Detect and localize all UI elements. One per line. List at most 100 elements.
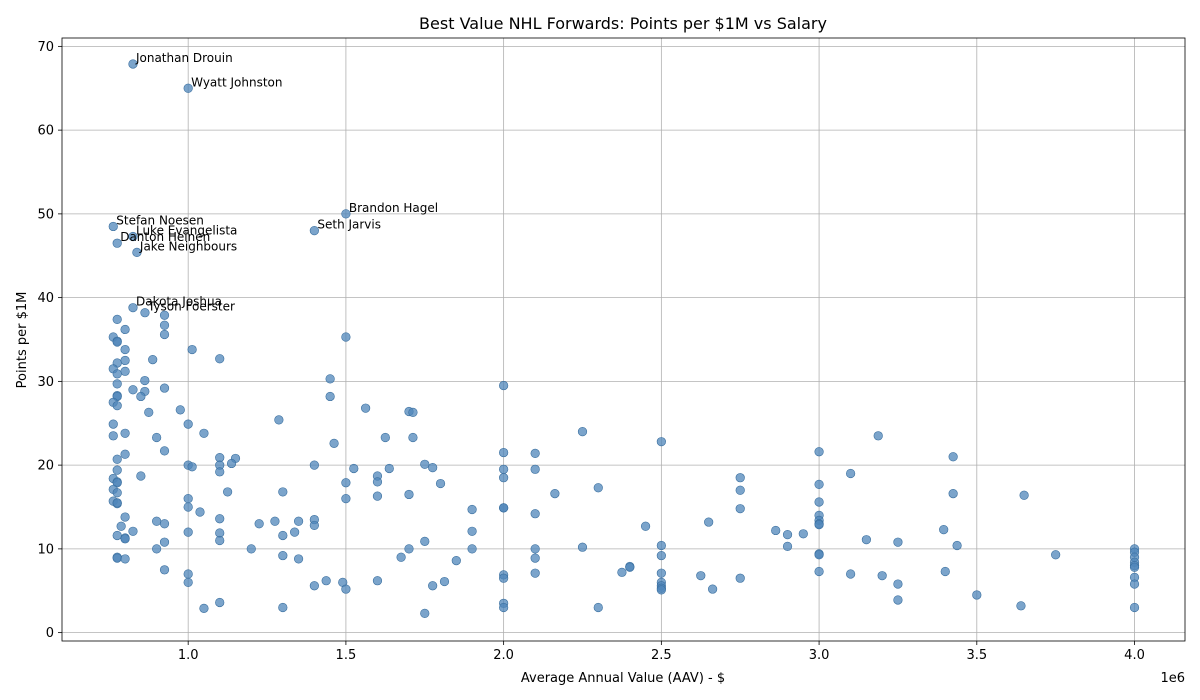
data-point <box>159 320 170 330</box>
data-point <box>152 544 162 554</box>
point-annotation: Brandon Hagel <box>349 201 438 215</box>
data-point <box>226 458 237 469</box>
data-point <box>278 602 288 613</box>
data-point <box>1129 579 1140 589</box>
data-point <box>735 573 745 583</box>
data-point <box>112 498 122 508</box>
data-point <box>656 568 666 578</box>
x-tick-label: 4.0 <box>1124 648 1145 663</box>
data-point <box>530 544 540 554</box>
y-tick-label: 60 <box>37 124 54 139</box>
data-point <box>293 554 304 564</box>
data-point <box>278 530 288 541</box>
x-tick-label: 3.0 <box>809 648 830 663</box>
data-point <box>814 479 824 489</box>
point-annotation: Danton Heinen <box>120 230 210 244</box>
data-point <box>893 579 903 589</box>
data-point <box>846 569 856 579</box>
data-point <box>112 401 122 411</box>
data-point <box>593 483 603 493</box>
data-point <box>159 537 170 547</box>
data-point <box>499 380 509 391</box>
data-point <box>877 571 887 581</box>
data-point <box>656 585 666 595</box>
data-point <box>617 567 627 577</box>
data-point <box>270 516 280 526</box>
data-point <box>120 449 130 459</box>
y-axis-label: Points per $1M <box>15 292 30 389</box>
data-point <box>939 525 949 535</box>
data-point <box>120 554 130 564</box>
data-point <box>183 502 193 512</box>
data-point <box>846 468 856 479</box>
y-tick-label: 10 <box>37 542 54 557</box>
point-annotation: Dakota Joshua <box>136 295 222 309</box>
data-point <box>254 519 264 529</box>
data-point <box>112 337 122 347</box>
data-point <box>112 465 122 475</box>
data-point <box>861 535 871 545</box>
data-point <box>152 432 162 443</box>
data-point <box>183 527 193 537</box>
point-annotation: Jake Neighbours <box>139 239 237 253</box>
point-annotation: Luke Evangelista <box>136 223 237 237</box>
data-point <box>175 405 185 415</box>
data-points <box>108 59 1140 618</box>
data-point <box>696 571 706 581</box>
data-point <box>187 344 197 355</box>
data-point <box>640 521 651 531</box>
data-point <box>404 489 414 500</box>
data-point <box>278 550 288 561</box>
y-tick-label: 0 <box>46 626 54 641</box>
data-point <box>112 488 122 498</box>
data-point <box>112 478 122 488</box>
data-point <box>309 581 319 591</box>
data-point <box>435 478 446 489</box>
data-point <box>420 459 430 469</box>
data-point <box>187 462 197 472</box>
point-annotation: Jonathan Drouin <box>135 51 233 65</box>
data-point <box>771 525 781 536</box>
data-point <box>199 428 209 438</box>
data-point <box>112 369 122 379</box>
x-tick-label: 1.5 <box>336 648 357 663</box>
point-annotation: Seth Jarvis <box>317 218 381 232</box>
data-point <box>428 463 438 473</box>
data-point <box>120 366 130 376</box>
data-point <box>112 530 122 541</box>
data-point <box>577 427 588 437</box>
data-point <box>735 473 745 483</box>
data-point <box>112 379 122 389</box>
data-point <box>183 83 193 93</box>
y-axis-ticks: 0 10 20 30 40 50 60 70 <box>37 40 62 641</box>
data-point <box>246 544 256 554</box>
data-point <box>782 530 793 540</box>
data-point <box>128 385 138 395</box>
y-tick-label: 30 <box>37 375 54 390</box>
data-point <box>499 447 509 458</box>
data-point <box>159 329 170 340</box>
data-point <box>451 555 461 566</box>
data-point <box>349 463 359 474</box>
point-annotations: Jonathan Drouin Wyatt Johnston Brandon Hag… <box>116 51 438 314</box>
data-point <box>893 595 903 605</box>
data-point <box>814 497 824 507</box>
data-point <box>309 460 319 470</box>
data-point <box>199 603 209 613</box>
data-point <box>325 374 335 384</box>
data-point <box>593 602 603 613</box>
data-point <box>132 247 142 257</box>
data-point <box>152 516 162 526</box>
data-point <box>341 209 351 219</box>
data-point <box>499 503 509 513</box>
data-point <box>893 537 903 547</box>
data-point <box>325 391 335 402</box>
x-axis-ticks: 1.0 1.5 2.0 2.5 3.0 3.5 4.0 <box>178 641 1145 663</box>
data-point <box>1051 550 1061 560</box>
data-point <box>467 544 477 554</box>
data-point <box>309 520 319 531</box>
data-point <box>1129 562 1140 572</box>
data-point <box>309 226 319 236</box>
data-point <box>1016 601 1026 611</box>
data-point <box>499 473 509 483</box>
